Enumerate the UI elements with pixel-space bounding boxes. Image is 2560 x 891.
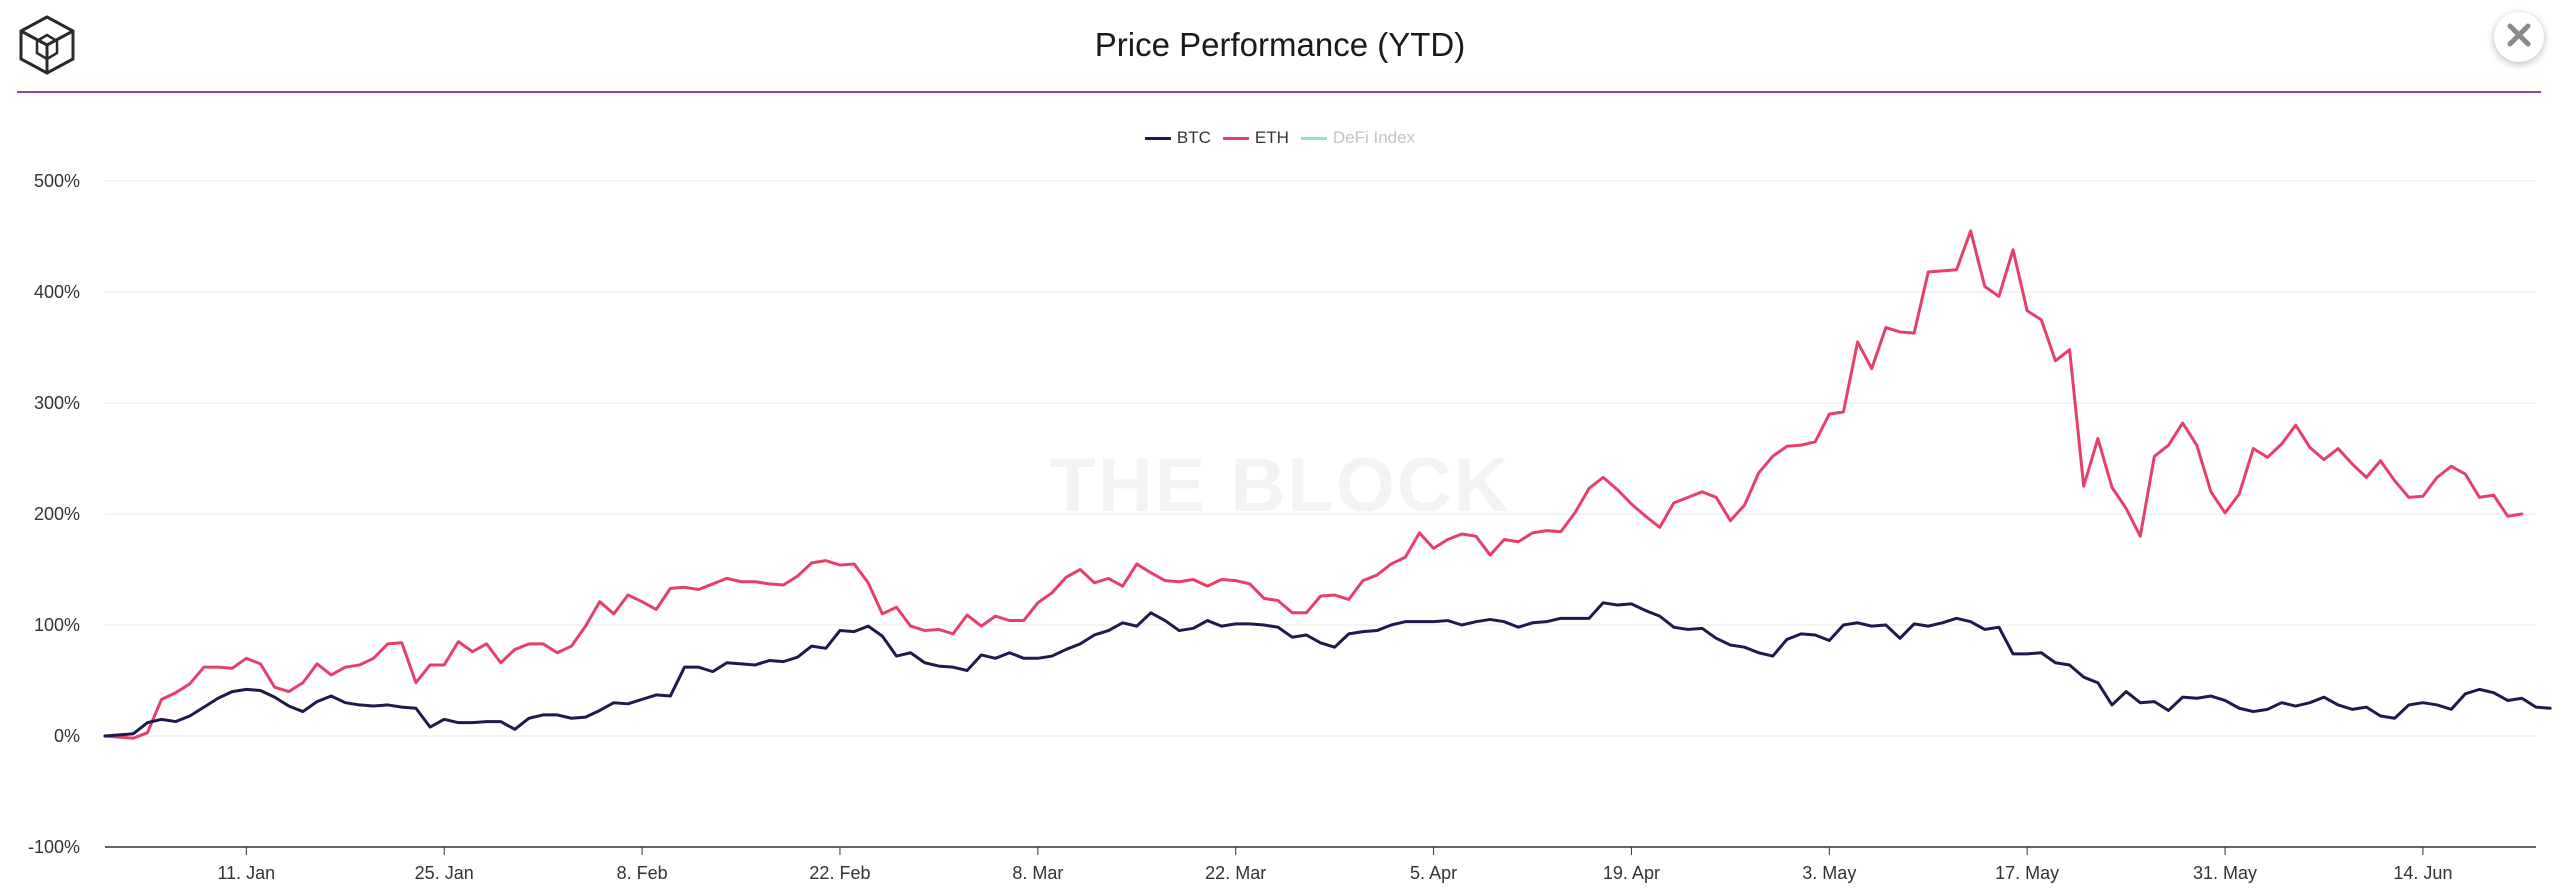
x-tick-label: 31. May <box>2193 863 2257 883</box>
y-tick-label: 400% <box>34 282 80 302</box>
legend-item-eth[interactable]: ETH <box>1222 128 1289 148</box>
the-block-logo-icon <box>17 15 77 75</box>
y-tick-label: 0% <box>54 726 80 746</box>
y-tick-label: 100% <box>34 615 80 635</box>
legend-swatch-eth <box>1222 136 1249 140</box>
x-tick-label: 22. Feb <box>809 863 870 883</box>
legend-label-defi-index: DeFi Index <box>1332 128 1416 147</box>
legend-label-eth: ETH <box>1254 128 1289 147</box>
legend-swatch-defi-index <box>1300 136 1327 140</box>
y-tick-label: 300% <box>34 393 80 413</box>
x-tick-label: 25. Jan <box>415 863 474 883</box>
y-tick-label: -100% <box>28 837 80 857</box>
header-divider <box>17 91 2541 93</box>
x-tick-label: 14. Jun <box>2393 863 2452 883</box>
legend-swatch-btc <box>1144 136 1171 140</box>
x-tick-label: 22. Mar <box>1205 863 1266 883</box>
x-tick-label: 5. Apr <box>1410 863 1457 883</box>
legend-label-btc: BTC <box>1176 128 1211 147</box>
chart-legend: BTC ETH DeFi Index <box>0 128 2560 148</box>
x-tick-label: 3. May <box>1802 863 1856 883</box>
x-tick-label: 19. Apr <box>1603 863 1660 883</box>
x-tick-label: 11. Jan <box>217 863 275 883</box>
close-button[interactable] <box>2494 12 2544 62</box>
close-icon <box>2505 21 2533 54</box>
series-line-eth <box>103 229 2524 740</box>
legend-item-defi-index[interactable]: DeFi Index <box>1300 128 1416 148</box>
x-tick-label: 17. May <box>1995 863 2059 883</box>
y-tick-label: 200% <box>34 504 80 524</box>
x-tick-label: 8. Mar <box>1012 863 1063 883</box>
legend-item-btc[interactable]: BTC <box>1144 128 1211 148</box>
y-tick-label: 500% <box>34 171 80 191</box>
x-tick-label: 8. Feb <box>617 863 668 883</box>
chart-header: Price Performance (YTD) <box>0 0 2560 92</box>
series-line-btc <box>103 601 2552 738</box>
page-title: Price Performance (YTD) <box>1094 26 1466 63</box>
